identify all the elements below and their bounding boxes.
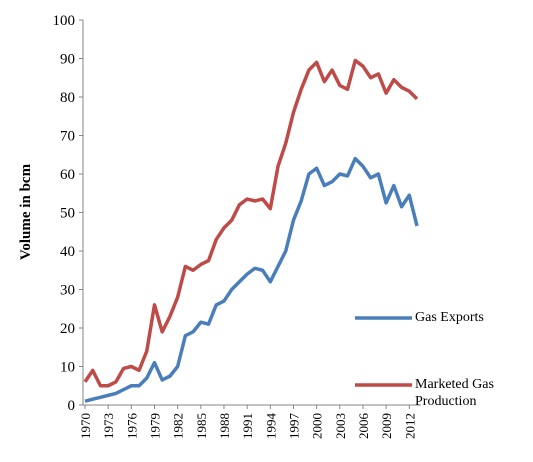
legend-label: Marketed Gas Production xyxy=(415,377,494,409)
x-tick-label: 1982 xyxy=(171,413,186,439)
y-tick-label: 40 xyxy=(60,244,75,260)
x-tick-label: 2009 xyxy=(379,413,394,439)
x-tick-label: 2000 xyxy=(310,413,325,439)
x-tick-label: 1976 xyxy=(124,413,139,440)
y-tick-label: 0 xyxy=(68,398,76,414)
series-line xyxy=(83,58,419,388)
x-tick-label: 1997 xyxy=(286,413,301,440)
x-tick-label: 1988 xyxy=(217,413,232,439)
x-tick-label: 1979 xyxy=(147,413,162,439)
y-tick-label: 30 xyxy=(60,283,75,299)
x-tick-label: 2012 xyxy=(402,413,417,439)
y-tick-label: 90 xyxy=(60,52,75,68)
x-tick-label: 1991 xyxy=(240,413,255,439)
x-tick-label: 1973 xyxy=(101,413,116,439)
y-tick-label: 50 xyxy=(60,206,75,222)
x-tick-label: 1994 xyxy=(263,413,278,440)
x-tick-label: 1970 xyxy=(78,413,93,439)
x-tick-label: 1985 xyxy=(194,413,209,439)
y-tick-label: 10 xyxy=(60,360,75,376)
x-tick-label: 2003 xyxy=(333,413,348,439)
y-tick-label: 70 xyxy=(60,129,75,145)
y-tick-label: 100 xyxy=(53,13,76,29)
series-line xyxy=(84,156,419,403)
y-tick-label: 80 xyxy=(60,90,75,106)
y-tick-label: 20 xyxy=(60,321,75,337)
y-tick-label: 60 xyxy=(60,167,75,183)
y-axis-label: Volume in bcm xyxy=(18,163,34,260)
x-tick-label: 2006 xyxy=(356,413,371,440)
legend-label: Gas Exports xyxy=(415,310,484,325)
